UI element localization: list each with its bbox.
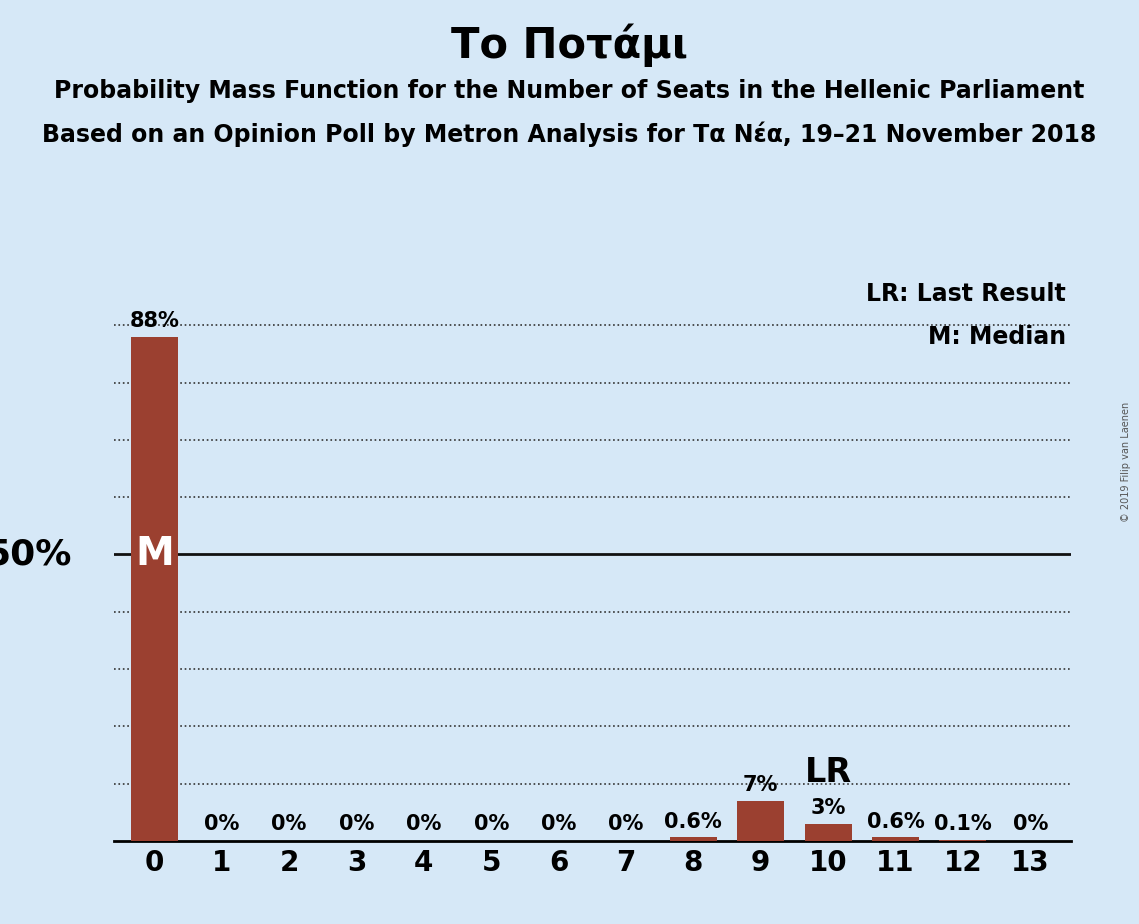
Text: 0.1%: 0.1% bbox=[934, 814, 992, 834]
Text: 7%: 7% bbox=[743, 775, 778, 795]
Text: Based on an Opinion Poll by Metron Analysis for Τα Νέα, 19–21 November 2018: Based on an Opinion Poll by Metron Analy… bbox=[42, 122, 1097, 148]
Text: 0%: 0% bbox=[608, 814, 644, 834]
Text: © 2019 Filip van Laenen: © 2019 Filip van Laenen bbox=[1121, 402, 1131, 522]
Text: 3%: 3% bbox=[811, 798, 846, 818]
Text: 0%: 0% bbox=[338, 814, 374, 834]
Text: M: Median: M: Median bbox=[928, 325, 1066, 349]
Text: LR: Last Result: LR: Last Result bbox=[866, 283, 1066, 306]
Text: 0%: 0% bbox=[271, 814, 306, 834]
Text: 0%: 0% bbox=[407, 814, 442, 834]
Text: 0.6%: 0.6% bbox=[867, 811, 925, 832]
Text: Probability Mass Function for the Number of Seats in the Hellenic Parliament: Probability Mass Function for the Number… bbox=[55, 79, 1084, 103]
Text: LR: LR bbox=[804, 756, 852, 789]
Text: 0.6%: 0.6% bbox=[664, 811, 722, 832]
Bar bbox=[804, 823, 852, 841]
Bar bbox=[670, 837, 716, 841]
Text: Το Ποτάμι: Το Ποτάμι bbox=[451, 23, 688, 67]
Text: 0%: 0% bbox=[541, 814, 576, 834]
Text: M: M bbox=[134, 535, 174, 574]
Bar bbox=[737, 801, 785, 841]
Bar bbox=[131, 336, 178, 841]
Text: 88%: 88% bbox=[130, 311, 179, 331]
Text: 0%: 0% bbox=[204, 814, 239, 834]
Text: 0%: 0% bbox=[474, 814, 509, 834]
Bar bbox=[871, 837, 919, 841]
Text: 0%: 0% bbox=[1013, 814, 1048, 834]
Text: 50%: 50% bbox=[0, 538, 72, 571]
